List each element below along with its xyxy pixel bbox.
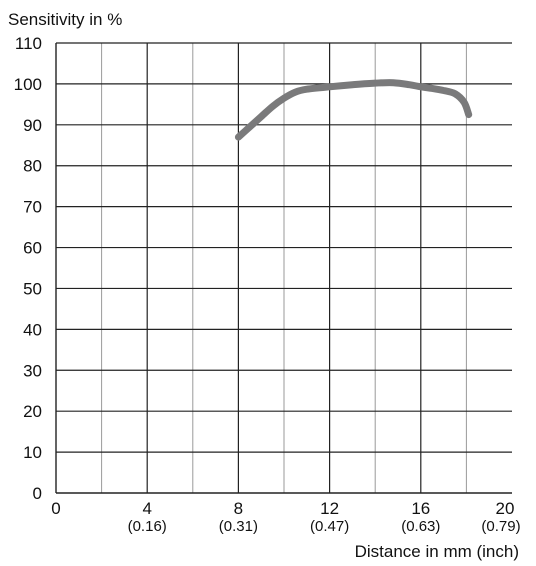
y-tick-label: 40 <box>23 320 42 339</box>
y-axis-title: Sensitivity in % <box>8 10 122 29</box>
x-tick-label: 20 <box>496 499 515 518</box>
y-tick-label: 80 <box>23 157 42 176</box>
x-axis-title: Distance in mm (inch) <box>355 542 519 561</box>
x-tick-label: 12 <box>320 499 339 518</box>
x-tick-label: 4 <box>142 499 151 518</box>
x-tick-label: 8 <box>234 499 243 518</box>
x-tick-sublabel: (0.31) <box>219 518 258 535</box>
x-tick-sublabel: (0.16) <box>128 518 167 535</box>
y-tick-label: 110 <box>15 34 42 53</box>
y-tick-label: 0 <box>33 484 42 503</box>
sensitivity-curve <box>234 79 473 141</box>
x-tick-sublabel: (0.63) <box>401 518 440 535</box>
y-tick-label: 90 <box>23 116 42 135</box>
y-tick-label: 10 <box>23 443 42 462</box>
y-tick-label: 50 <box>23 279 42 298</box>
y-tick-label: 20 <box>23 402 42 421</box>
data-series <box>234 79 473 141</box>
x-tick-sublabel: (0.79) <box>481 518 520 535</box>
x-tick-label: 16 <box>411 499 430 518</box>
y-tick-label: 30 <box>23 361 42 380</box>
y-tick-label: 100 <box>14 75 42 94</box>
tick-labels: 0 10 20 30 40 50 60 70 80 90 100 110 0 4(0.16) 8(0.31)… <box>14 34 521 535</box>
y-tick-label: 60 <box>23 239 42 258</box>
y-tick-label: 70 <box>23 198 42 217</box>
grid <box>56 42 512 493</box>
x-tick-label: 0 <box>51 499 60 518</box>
axes <box>55 43 512 494</box>
x-tick-sublabel: (0.47) <box>310 518 349 535</box>
